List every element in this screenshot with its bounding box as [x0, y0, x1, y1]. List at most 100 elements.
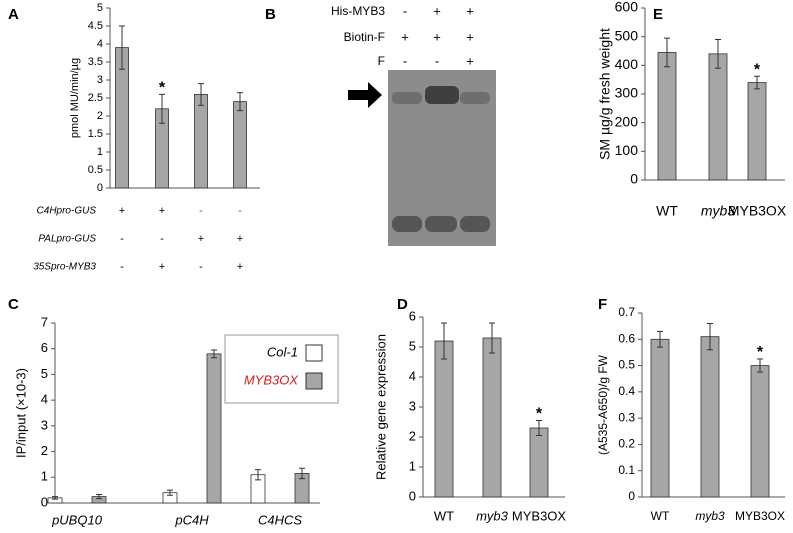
- panel-label: B: [265, 6, 276, 23]
- gel-band: [392, 216, 422, 232]
- bar: [233, 101, 247, 189]
- row-mark: -: [403, 53, 407, 68]
- bar: [529, 427, 549, 498]
- y-tick-label: 1: [409, 458, 416, 473]
- y-tick-label: 0.2: [618, 437, 635, 451]
- bar: [434, 340, 454, 498]
- error-bar: [754, 75, 760, 90]
- significance: *: [159, 80, 166, 97]
- x-tick-label: C4HCS: [258, 512, 302, 527]
- condition-mark: +: [237, 233, 243, 245]
- error-bar: [757, 358, 763, 373]
- x-tick-label: WT: [651, 509, 670, 523]
- row-mark: +: [433, 29, 441, 44]
- significance: *: [757, 344, 764, 361]
- y-tick-label: 2: [409, 428, 416, 443]
- y-tick-label: 1: [97, 146, 103, 158]
- condition-mark: +: [159, 205, 165, 217]
- error-bar: [159, 93, 165, 124]
- x-tick-label: WT: [434, 508, 454, 523]
- y-tick-label: 0: [630, 171, 638, 187]
- y-tick-label: 2: [41, 443, 48, 458]
- condition-mark: -: [120, 261, 124, 273]
- y-tick-label: 5: [409, 338, 416, 353]
- bar: [657, 52, 677, 181]
- y-tick-label: 6: [41, 340, 48, 355]
- y-tick-label: 0.5: [618, 358, 635, 372]
- row-mark: -: [435, 53, 439, 68]
- y-tick-label: 6: [409, 308, 416, 323]
- bar: [206, 353, 222, 504]
- condition-mark: +: [198, 233, 204, 245]
- x-tick-label: myb3: [701, 203, 735, 219]
- condition-mark: +: [159, 261, 165, 273]
- condition-label: 35Spro-MYB3: [33, 262, 96, 273]
- row-mark: +: [433, 3, 441, 18]
- significance: *: [536, 406, 543, 423]
- y-tick-label: 2: [97, 110, 103, 122]
- y-tick-label: 0.7: [618, 305, 635, 319]
- condition-mark: -: [199, 205, 203, 217]
- condition-mark: -: [238, 205, 242, 217]
- x-tick-label: myb3: [695, 509, 725, 523]
- y-tick-label: 0.3: [618, 410, 635, 424]
- condition-label: PALpro-GUS: [38, 234, 96, 245]
- error-bar: [664, 37, 670, 68]
- y-tick-label: 4: [409, 368, 416, 383]
- gel-band: [392, 92, 422, 104]
- y-tick-label: 600: [615, 0, 639, 15]
- x-tick-label: pUBQ10: [51, 512, 103, 527]
- y-tick-label: 0.6: [618, 331, 635, 345]
- error-bar: [715, 39, 721, 69]
- panel-label: C: [8, 296, 19, 313]
- y-tick-label: 400: [615, 56, 639, 72]
- bar: [708, 53, 728, 181]
- gel-band: [460, 92, 490, 104]
- y-tick-label: 4.5: [88, 20, 103, 32]
- gel-band: [460, 216, 490, 232]
- error-bar: [657, 330, 663, 348]
- y-tick-label: 0: [97, 182, 103, 194]
- error-bar: [441, 322, 447, 360]
- y-tick-label: 200: [615, 113, 639, 129]
- bar: [482, 337, 502, 498]
- row-mark: +: [466, 53, 474, 68]
- y-tick-label: 5: [97, 2, 103, 14]
- error-bar: [237, 92, 243, 112]
- legend-swatch: [305, 344, 323, 362]
- condition-mark: +: [237, 261, 243, 273]
- row-label: His-MYB3: [331, 4, 385, 18]
- panel-label: E: [653, 6, 663, 23]
- row-mark: +: [466, 29, 474, 44]
- arrow: [348, 82, 382, 108]
- x-tick-label: MYB3OX: [512, 508, 567, 523]
- y-axis-label: pmol MU/min/µg: [69, 58, 81, 138]
- y-axis-label: Relative gene expression: [373, 334, 388, 480]
- y-tick-label: 5: [41, 366, 48, 381]
- y-tick-label: 2.5: [88, 92, 103, 104]
- error-bar: [52, 496, 58, 500]
- error-bar: [299, 467, 305, 480]
- y-tick-label: 3: [409, 398, 416, 413]
- error-bar: [167, 489, 173, 496]
- y-axis-label: (A535-A650)/g FW: [596, 354, 610, 455]
- error-bar: [536, 420, 542, 436]
- condition-mark: +: [119, 205, 125, 217]
- condition-mark: -: [160, 233, 164, 245]
- gel-panel: B: [265, 6, 496, 246]
- row-label: F: [378, 54, 385, 68]
- error-bar: [211, 349, 217, 359]
- legend-label: MYB3OX: [244, 372, 300, 387]
- x-tick-label: pC4H: [174, 512, 209, 527]
- x-tick-label: myb3: [476, 508, 509, 523]
- y-tick-label: 100: [615, 142, 639, 158]
- y-tick-label: 0: [41, 494, 48, 509]
- y-tick-label: 0.1: [618, 463, 635, 477]
- row-mark: -: [403, 3, 407, 18]
- bar: [700, 336, 720, 498]
- significance: *: [754, 61, 761, 78]
- gel-band: [425, 216, 457, 232]
- x-tick-label: WT: [656, 203, 678, 219]
- gel-band: [425, 86, 459, 104]
